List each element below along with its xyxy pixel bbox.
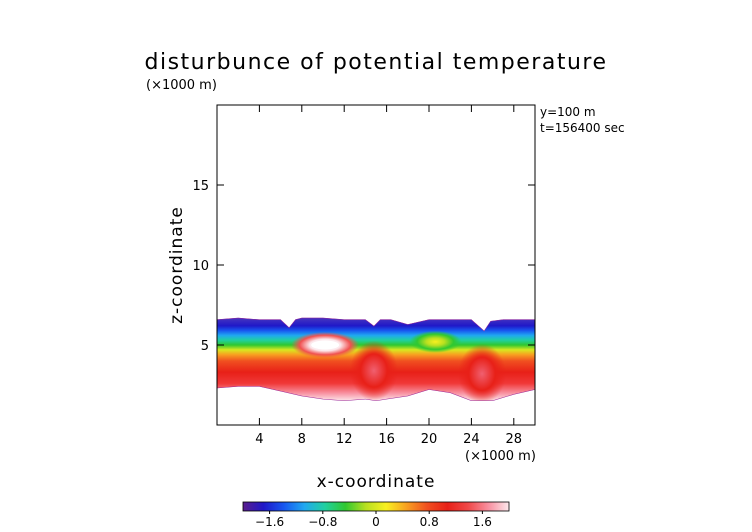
y-tick-label: 15 [192, 179, 209, 194]
y-tick-label: 10 [192, 259, 209, 274]
y-axis-label: z-coordinate [167, 206, 187, 324]
x-axis-unit: (×1000 m) [465, 449, 536, 464]
colorbar-tick-label: 0 [372, 515, 380, 529]
warm-plume-3 [458, 343, 506, 401]
warm-core-1 [409, 330, 462, 353]
chart-title: disturbunce of potential temperature [145, 50, 608, 75]
temperature-field [217, 317, 535, 401]
x-tick-label: 12 [336, 432, 353, 447]
x-tick-label: 4 [255, 432, 263, 447]
warm-core-center-0 [311, 340, 340, 350]
warm-plume-2 [349, 340, 398, 401]
annotation-y-position: y=100 m [540, 105, 596, 119]
axis-unit-top: (×1000 m) [146, 78, 217, 93]
colorbar [242, 501, 510, 512]
colorbar-ticks: −1.6 −0.8 0 0.8 1.6 [255, 511, 492, 529]
x-tick-label: 16 [378, 432, 395, 447]
x-tick-label: 24 [463, 432, 480, 447]
axis-ticks: 4 8 12 16 20 24 28 5 10 15 [192, 105, 535, 447]
x-tick-label: 20 [421, 432, 438, 447]
x-axis-label: x-coordinate [317, 472, 436, 492]
colorbar-tick-label: 1.6 [473, 515, 492, 529]
annotation-time: t=156400 sec [540, 121, 625, 135]
colorbar-tick-label: 0.8 [420, 515, 439, 529]
y-tick-label: 5 [201, 339, 209, 354]
x-tick-label: 28 [506, 432, 523, 447]
colorbar-tick-label: −0.8 [308, 515, 337, 529]
x-tick-label: 8 [298, 432, 306, 447]
colorbar-tick-label: −1.6 [255, 515, 284, 529]
